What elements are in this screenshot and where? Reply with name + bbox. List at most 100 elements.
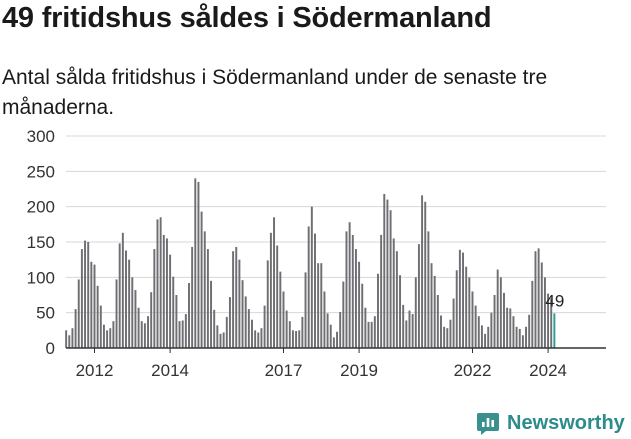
bar <box>446 328 449 348</box>
bar <box>184 314 187 348</box>
bar <box>436 295 439 348</box>
bar <box>332 337 335 348</box>
bar <box>408 310 411 348</box>
bar <box>323 291 326 348</box>
bar <box>320 263 323 348</box>
bar <box>109 328 112 348</box>
bar <box>71 328 74 348</box>
bar <box>317 263 320 348</box>
bar <box>276 245 279 348</box>
bar <box>395 251 398 348</box>
bar <box>402 304 405 348</box>
bar <box>414 277 417 348</box>
bar <box>200 211 203 348</box>
bar <box>106 330 109 348</box>
bar <box>210 280 213 348</box>
bar <box>112 321 115 348</box>
bar <box>515 326 518 348</box>
bar <box>99 305 102 348</box>
bar <box>458 249 461 348</box>
bar <box>348 222 351 348</box>
bar <box>465 266 468 348</box>
y-tick-label: 250 <box>27 162 55 181</box>
bar <box>285 310 288 348</box>
bar <box>80 249 83 348</box>
bar <box>254 330 257 348</box>
bar <box>131 277 134 348</box>
bar <box>452 298 455 348</box>
bar <box>102 324 105 348</box>
bar <box>411 314 414 348</box>
y-axis-tick-labels: 0 50 100 150 200 250 300 <box>27 127 55 358</box>
bar <box>392 238 395 348</box>
bar <box>389 210 392 348</box>
bar <box>531 280 534 348</box>
bar <box>512 316 515 348</box>
bar <box>487 326 490 348</box>
bar <box>65 330 68 348</box>
y-tick-label: 100 <box>27 268 55 287</box>
bar <box>125 250 127 348</box>
bar <box>137 307 140 348</box>
bar <box>367 321 370 348</box>
bar <box>222 332 225 348</box>
bar <box>383 193 386 348</box>
bar <box>225 316 228 348</box>
bar <box>417 244 420 348</box>
bar <box>172 276 175 348</box>
y-tick-label: 300 <box>27 127 55 146</box>
bar <box>499 277 502 348</box>
bar <box>336 331 339 348</box>
bar <box>386 199 389 348</box>
bar-latest <box>553 313 556 348</box>
bar <box>345 231 348 348</box>
bar <box>269 232 272 348</box>
bar <box>490 312 493 348</box>
bar <box>304 272 307 348</box>
bar <box>165 238 168 348</box>
bar <box>156 219 159 348</box>
bar <box>301 316 304 348</box>
bar <box>399 275 402 348</box>
bar <box>181 320 184 348</box>
bar <box>373 316 376 348</box>
bar <box>206 249 209 348</box>
bar <box>521 335 524 348</box>
bar <box>377 273 379 348</box>
bar <box>493 295 496 348</box>
bar <box>197 181 200 348</box>
bar <box>433 275 436 348</box>
bar <box>449 319 452 348</box>
bar <box>342 281 345 348</box>
bars <box>65 178 556 348</box>
bar <box>496 269 499 348</box>
x-tick-label: 2024 <box>529 361 567 380</box>
bar <box>480 325 483 348</box>
bar <box>96 285 99 348</box>
bar <box>263 305 266 348</box>
bar <box>247 309 250 348</box>
x-tick-label: 2012 <box>76 361 114 380</box>
bar <box>87 242 90 348</box>
bar <box>380 234 383 348</box>
x-tick-label: 2022 <box>454 361 492 380</box>
bar <box>251 319 253 348</box>
bar <box>216 325 219 348</box>
bar <box>232 251 235 348</box>
x-tick-label: 2014 <box>151 361 189 380</box>
bar <box>430 263 433 348</box>
brand-logo[interactable]: Newsworthy <box>476 407 625 439</box>
bar <box>90 261 93 348</box>
bar <box>364 307 367 348</box>
bar <box>329 324 332 348</box>
bar <box>134 290 137 348</box>
bar <box>175 295 178 348</box>
bar <box>153 249 156 348</box>
bar <box>266 260 269 348</box>
bar <box>424 201 427 348</box>
bar <box>370 321 373 348</box>
bar <box>238 259 241 348</box>
bar <box>84 240 87 348</box>
y-tick-label: 150 <box>27 233 55 252</box>
x-tick-label: 2017 <box>265 361 303 380</box>
